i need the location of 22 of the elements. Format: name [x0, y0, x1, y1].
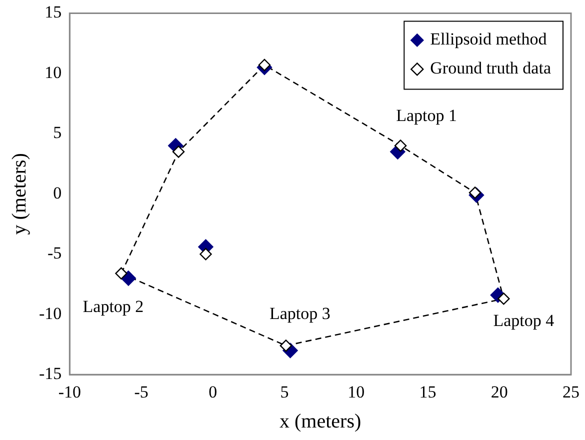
y-axis-title: y (meters): [8, 153, 30, 235]
legend-label: Ground truth data: [430, 58, 552, 78]
legend-label: Ellipsoid method: [430, 30, 548, 49]
x-tick-label: -5: [134, 382, 148, 402]
annotation: Laptop 4: [493, 311, 555, 330]
annotation: Laptop 2: [82, 296, 144, 316]
y-tick-label: -5: [47, 244, 62, 263]
y-tick-label: 15: [44, 2, 62, 22]
x-tick-label: 5: [280, 382, 289, 402]
x-axis-title: x (meters): [280, 410, 362, 432]
x-tick-label: 15: [419, 382, 436, 402]
y-tick-label: -15: [38, 364, 62, 384]
annotation: Laptop 3: [270, 304, 330, 324]
x-tick-label: 25: [562, 382, 580, 402]
y-tick-label: 5: [53, 123, 62, 142]
x-tick-label: 10: [348, 382, 365, 402]
x-tick-label: 20: [490, 382, 508, 402]
annotation: Laptop 1: [396, 106, 457, 126]
y-tick-label: -10: [38, 304, 62, 323]
y-tick-label: 10: [44, 62, 62, 82]
y-tick-label: 0: [53, 183, 62, 202]
x-tick-label: 0: [208, 382, 218, 402]
